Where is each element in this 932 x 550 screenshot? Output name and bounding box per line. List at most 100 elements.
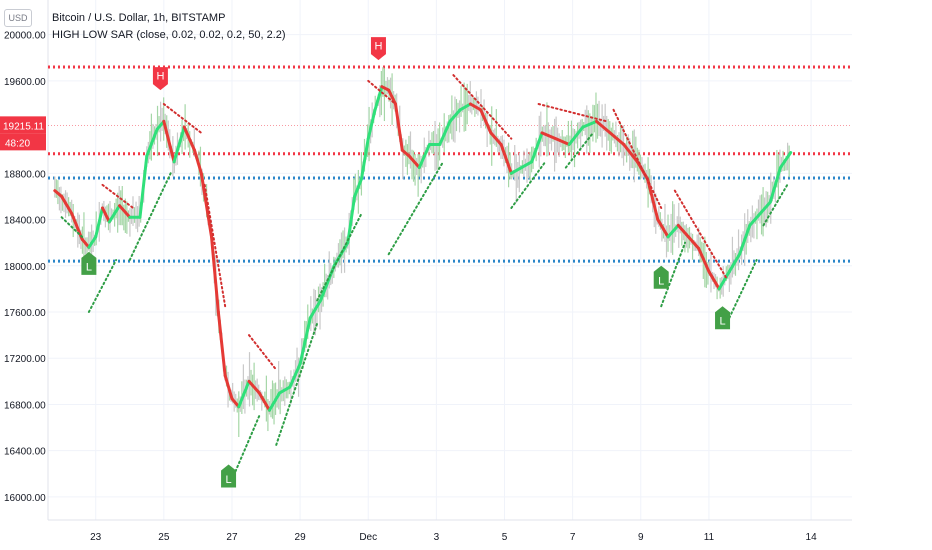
smoothed-close-segment (257, 391, 271, 412)
smoothed-close-segment (278, 385, 292, 395)
x-tick-label: 9 (638, 532, 644, 543)
signal-label: L (658, 275, 664, 287)
smoothed-close-segment (656, 218, 670, 239)
smoothed-close-segment (748, 212, 762, 227)
smoothed-close-segment (199, 171, 214, 239)
low-signal-marker (715, 306, 731, 330)
y-tick-label: 16000.00 (4, 493, 46, 504)
smoothed-close-segment (707, 270, 721, 291)
smoothed-close-segment (172, 125, 186, 164)
signal-label: H (374, 41, 382, 53)
smoothed-close-segment (237, 379, 251, 409)
sar-dots (101, 183, 135, 209)
smoothed-close-segment (373, 85, 384, 112)
smoothed-close-segment (768, 166, 782, 204)
y-tick-label: 17600.00 (4, 308, 46, 319)
sar-dots (537, 103, 608, 123)
smoothed-close-segment (288, 362, 302, 389)
sar-dots (60, 216, 84, 238)
bar-countdown-value: 48:20 (5, 138, 30, 149)
y-tick-label: 16800.00 (4, 400, 46, 411)
smoothed-close-segment (247, 379, 261, 395)
smoothed-close-segment (499, 142, 513, 175)
signal-label: H (156, 71, 164, 83)
smoothed-close-segment (758, 200, 772, 216)
current-price-badge (0, 116, 46, 134)
smoothed-close-segment (567, 125, 585, 146)
chart-legend: Bitcoin / U.S. Dollar, 1h, BITSTAMP HIGH… (52, 10, 286, 44)
smoothed-close-segment (230, 397, 241, 409)
smoothed-close-segment (80, 237, 91, 249)
y-tick-label: 18800.00 (4, 169, 46, 180)
sar-dots (87, 259, 118, 313)
smoothed-close-segment (393, 102, 404, 152)
smoothed-close-segment (520, 160, 534, 170)
y-tick-label: 16400.00 (4, 447, 46, 458)
x-tick-label: Dec (359, 532, 377, 543)
x-tick-label: 14 (806, 532, 818, 543)
sar-dots (728, 259, 758, 319)
x-tick-label: 23 (90, 532, 102, 543)
smoothed-close-segment (107, 204, 122, 224)
smoothed-close-segment (686, 235, 701, 250)
smoothed-close-segment (145, 127, 159, 158)
smoothed-close-segment (594, 119, 612, 135)
smoothed-close-segment (540, 131, 558, 141)
smoothed-close-segment (509, 166, 524, 175)
smoothed-close-segment (666, 223, 680, 239)
smoothed-close-segment (70, 212, 84, 241)
high-signal-marker (370, 37, 386, 61)
smoothed-close-segment (608, 131, 626, 146)
sar-dots (367, 79, 397, 105)
y-tick-label: 18400.00 (4, 216, 46, 227)
smoothed-close-segment (308, 298, 323, 320)
bar-countdown-badge (0, 133, 46, 151)
smoothed-close-segment (210, 235, 220, 314)
smoothed-close-segment (489, 131, 503, 146)
smoothed-close-segment (717, 270, 731, 291)
smoothed-close-segment (738, 223, 752, 256)
sar-dots (510, 160, 547, 209)
smoothed-close-segment (366, 108, 377, 141)
smoothed-close-segment (448, 108, 462, 123)
smoothed-close-segment (359, 137, 370, 181)
smoothed-close-segment (458, 102, 472, 112)
signal-label: L (86, 261, 92, 273)
x-tick-label: 7 (570, 532, 576, 543)
y-tick-label: 18000.00 (4, 262, 46, 273)
sar-dots (387, 160, 445, 256)
smoothed-close-segment (407, 154, 421, 170)
smoothed-close-segment (216, 310, 227, 378)
smoothed-close-segment (346, 194, 357, 245)
y-tick-label: 20000.00 (4, 31, 46, 42)
smoothed-close-segment (697, 246, 711, 274)
smoothed-close-segment (646, 177, 660, 222)
sar-dots (230, 415, 261, 481)
smoothed-close-segment (554, 137, 571, 146)
sar-dots (128, 172, 172, 261)
smoothed-close-segment (182, 125, 196, 152)
smoothed-close-segment (267, 391, 282, 412)
smoothed-close-segment (438, 119, 452, 146)
smoothed-close-segment (298, 316, 312, 366)
low-signal-marker (653, 265, 669, 289)
y-tick-label: 17200.00 (4, 354, 46, 365)
low-signal-marker (81, 251, 97, 275)
x-tick-label: 27 (226, 532, 238, 543)
sar-dots (612, 108, 663, 209)
x-tick-label: 3 (434, 532, 440, 543)
smoothed-close-segment (87, 235, 98, 249)
low-signal-marker (221, 464, 237, 488)
smoothed-close-segment (101, 206, 111, 224)
smoothed-close-segment (417, 142, 432, 170)
smoothed-close-segment (60, 194, 74, 216)
smoothed-close-segment (479, 108, 493, 135)
sar-dots (762, 183, 789, 227)
y-tick-label: 19600.00 (4, 77, 46, 88)
currency-button[interactable]: USD (4, 9, 32, 27)
smoothed-close-segment (468, 102, 483, 112)
signal-label: L (719, 316, 725, 328)
smoothed-close-segment (162, 119, 176, 164)
smoothed-close-segment (387, 88, 397, 106)
